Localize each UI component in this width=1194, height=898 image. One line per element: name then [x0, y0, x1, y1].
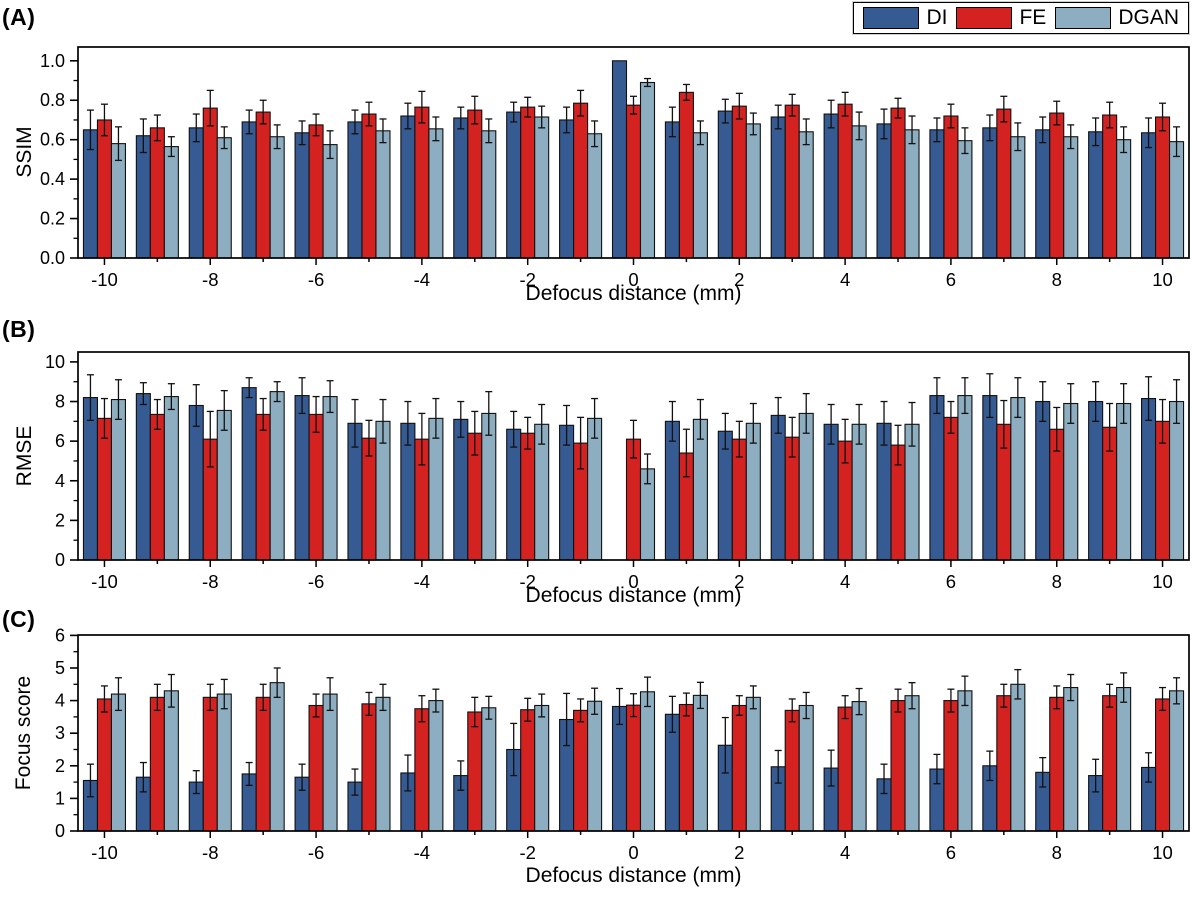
svg-text:8: 8	[1052, 842, 1062, 863]
svg-text:-10: -10	[91, 842, 118, 863]
legend-label-fe: FE	[1019, 6, 1047, 29]
svg-text:2: 2	[55, 510, 65, 530]
svg-text:1.0: 1.0	[40, 51, 65, 71]
legend-label-dgan: DGAN	[1118, 6, 1179, 29]
svg-text:-8: -8	[202, 842, 218, 863]
svg-text:6: 6	[946, 571, 956, 592]
y-axis-title-rmse: RMSE	[13, 425, 36, 487]
svg-text:8: 8	[55, 392, 65, 412]
svg-text:0: 0	[628, 269, 638, 290]
svg-text:4: 4	[840, 571, 850, 592]
svg-text:3: 3	[55, 723, 65, 743]
y-axis-title-focus: Focus score	[12, 675, 35, 791]
svg-text:0: 0	[628, 571, 638, 592]
svg-text:-2: -2	[519, 842, 535, 863]
svg-text:-6: -6	[308, 842, 324, 863]
svg-text:2: 2	[734, 571, 744, 592]
svg-text:4: 4	[840, 842, 850, 863]
svg-text:10: 10	[1152, 571, 1173, 592]
x-axis-title-a: Defocus distance (mm)	[525, 282, 742, 305]
series-di	[82, 687, 1157, 832]
legend: DI FE DGAN	[853, 2, 1189, 34]
svg-text:4: 4	[55, 691, 65, 711]
legend-swatch-dgan	[1055, 7, 1112, 29]
svg-text:6: 6	[946, 269, 956, 290]
legend-item-dgan: DGAN	[1055, 7, 1179, 29]
panel-letter-c: (C)	[2, 606, 36, 632]
svg-text:2: 2	[55, 756, 65, 776]
series-fe	[96, 683, 1171, 832]
panel-letter-b: (B)	[2, 316, 36, 342]
svg-text:0: 0	[55, 821, 65, 841]
svg-text:-10: -10	[91, 571, 118, 592]
legend-swatch-di	[863, 7, 920, 29]
svg-text:2: 2	[734, 269, 744, 290]
legend-item-fe: FE	[956, 7, 1046, 29]
svg-text:-6: -6	[308, 571, 324, 592]
svg-text:0.4: 0.4	[40, 169, 65, 189]
panel-c: 0 1 2 3 4 5 6 -10 -8 -6 -4 -2 0 2 4 6 8 10	[55, 625, 1190, 863]
x-axis-title-c: Defocus distance (mm)	[525, 864, 742, 887]
series-dgan	[110, 667, 1185, 832]
svg-text:0: 0	[628, 842, 638, 863]
series-dgan	[110, 377, 1185, 561]
svg-text:4: 4	[840, 269, 850, 290]
svg-text:8: 8	[1052, 269, 1062, 290]
legend-item-di: DI	[863, 7, 947, 29]
series-dgan	[110, 77, 1185, 259]
svg-text:2: 2	[734, 842, 744, 863]
series-fe	[96, 83, 1171, 259]
svg-text:10: 10	[1152, 269, 1173, 290]
y-axis-title-ssim: SSIM	[13, 126, 36, 178]
svg-text:6: 6	[55, 431, 65, 451]
svg-text:-4: -4	[414, 269, 430, 290]
svg-text:0: 0	[55, 550, 65, 570]
svg-text:4: 4	[55, 471, 65, 491]
svg-text:0.8: 0.8	[40, 90, 65, 110]
legend-swatch-fe	[956, 7, 1013, 29]
panel-b: 0 2 4 6 8 10 -10 -8 -6 -4 -2 0 2 4 6 8 10	[45, 351, 1190, 592]
x-axis-title-b: Defocus distance (mm)	[525, 584, 742, 607]
series-di	[82, 60, 1157, 259]
svg-text:0.2: 0.2	[40, 209, 65, 229]
svg-text:0.0: 0.0	[40, 248, 65, 268]
svg-text:6: 6	[55, 625, 65, 645]
svg-text:10: 10	[1152, 842, 1173, 863]
svg-text:6: 6	[946, 842, 956, 863]
series-fe	[96, 395, 1171, 561]
panel-letter-a: (A)	[2, 4, 36, 30]
svg-text:8: 8	[1052, 571, 1062, 592]
panel-a: 0.0 0.2 0.4 0.6 0.8 1.0 -10 -8 -6 -4 -2 0 2 4 6 8 10	[40, 46, 1190, 290]
svg-text:-2: -2	[519, 269, 535, 290]
svg-text:5: 5	[55, 658, 65, 678]
svg-text:-8: -8	[202, 269, 218, 290]
svg-text:-6: -6	[308, 269, 324, 290]
svg-text:0.6: 0.6	[40, 130, 65, 150]
svg-text:-8: -8	[202, 571, 218, 592]
legend-label-di: DI	[926, 6, 948, 29]
svg-text:-4: -4	[414, 842, 430, 863]
svg-text:1: 1	[55, 788, 65, 808]
svg-text:-2: -2	[519, 571, 535, 592]
svg-text:10: 10	[45, 352, 65, 372]
svg-text:-10: -10	[91, 269, 118, 290]
series-di	[82, 373, 1157, 561]
svg-text:-4: -4	[414, 571, 430, 592]
